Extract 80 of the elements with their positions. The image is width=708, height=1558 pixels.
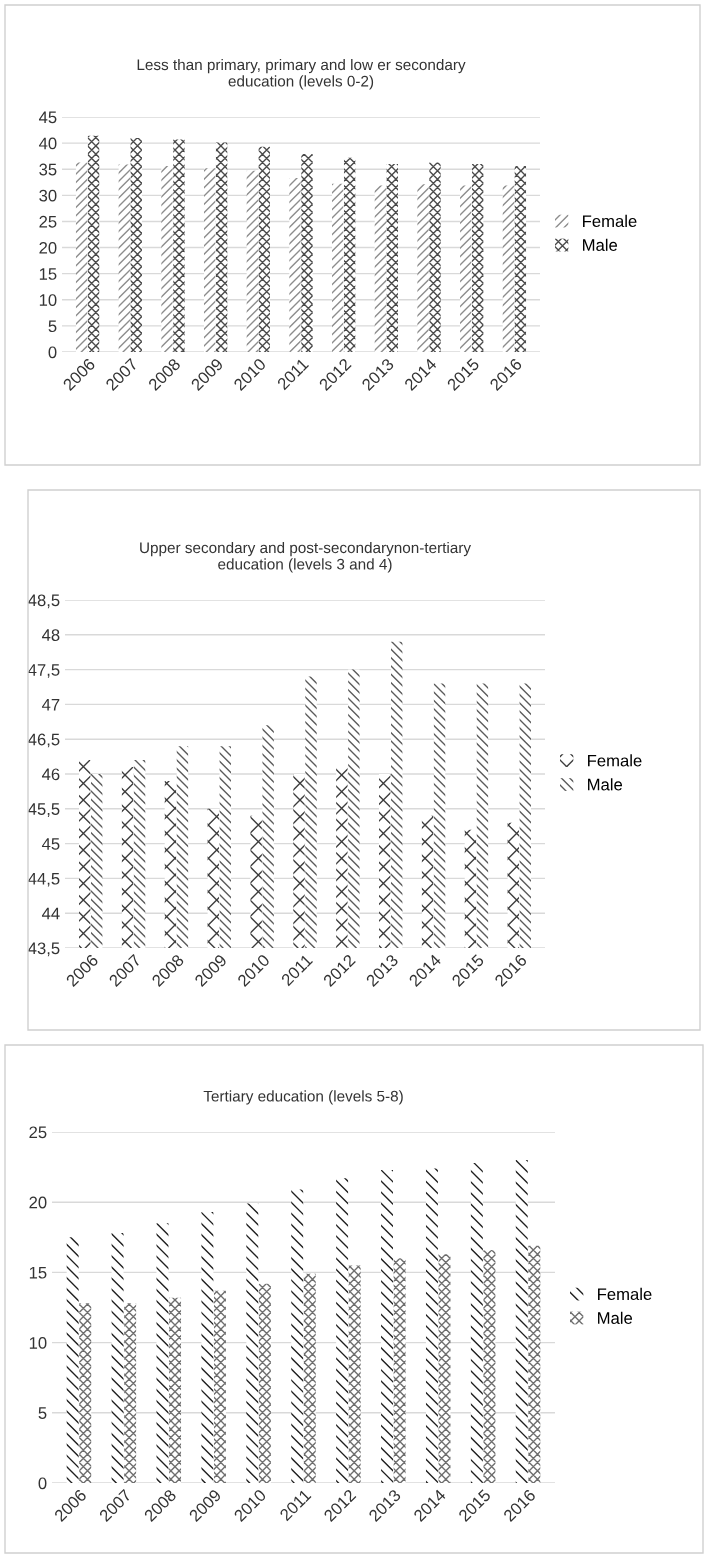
bar xyxy=(332,183,344,352)
y-tick-label: 48 xyxy=(41,629,60,641)
legend-label: Male xyxy=(598,1311,633,1324)
bar xyxy=(514,166,527,352)
bar xyxy=(429,162,441,352)
bar xyxy=(348,1265,361,1483)
bar xyxy=(470,1162,483,1483)
bar xyxy=(303,1273,316,1483)
legend-label: Female xyxy=(583,214,637,228)
bar xyxy=(386,164,399,352)
y-tick-label: 15 xyxy=(39,268,57,280)
bar xyxy=(66,1237,79,1483)
y-tick-label: 20 xyxy=(39,241,57,254)
y-tick-label: 48,5 xyxy=(28,594,60,609)
y-tick-label: 44,5 xyxy=(28,872,60,887)
bar xyxy=(483,1249,496,1483)
bar xyxy=(203,168,216,352)
chart-title: Less than primary, primary and low er secondary education (levels 0-2) xyxy=(137,58,466,90)
y-tick-label: 46,5 xyxy=(28,733,60,748)
bar xyxy=(393,1258,406,1483)
bar xyxy=(381,1169,394,1483)
bar xyxy=(502,185,515,352)
bar xyxy=(246,1203,259,1483)
bar xyxy=(343,157,356,352)
bar xyxy=(75,162,88,352)
bar xyxy=(528,1245,541,1483)
y-tick-label: 25 xyxy=(39,215,57,228)
bar xyxy=(173,139,185,352)
chart-title: Upper secondary and post-secondarynon-tertiary education (levels 3 and 4) xyxy=(140,541,472,573)
bar xyxy=(118,164,130,352)
legend-label: Female xyxy=(598,1287,652,1301)
bar xyxy=(417,184,429,352)
y-tick-label: 47 xyxy=(41,698,60,711)
y-tick-label: 30 xyxy=(39,189,57,202)
y-tick-label: 20 xyxy=(29,1196,47,1209)
bar xyxy=(87,135,100,352)
legend-label: Female xyxy=(588,754,642,767)
bar xyxy=(515,1160,528,1483)
bar xyxy=(169,1297,182,1483)
bar xyxy=(291,1189,304,1483)
y-tick-label: 25 xyxy=(29,1126,47,1139)
y-tick-label: 15 xyxy=(29,1266,47,1279)
y-tick-label: 45,5 xyxy=(28,803,60,817)
bar xyxy=(425,1168,438,1483)
y-tick-label: 5 xyxy=(38,1407,47,1419)
bar xyxy=(246,170,259,352)
bar xyxy=(472,164,484,352)
bar xyxy=(124,1303,137,1483)
bar xyxy=(111,1233,124,1483)
y-tick-label: 10 xyxy=(39,294,57,306)
bar xyxy=(156,1223,169,1483)
y-tick-label: 5 xyxy=(48,320,57,333)
y-tick-label: 44 xyxy=(41,907,60,920)
bar xyxy=(258,1283,271,1483)
bar xyxy=(213,1290,226,1483)
legend-label: Male xyxy=(583,238,618,251)
y-tick-label: 0 xyxy=(38,1477,47,1490)
y-tick-label: 35 xyxy=(39,163,57,176)
y-tick-label: 40 xyxy=(38,137,57,150)
bar xyxy=(460,185,472,352)
y-tick-label: 43,5 xyxy=(28,942,60,957)
bar xyxy=(130,137,142,352)
bar xyxy=(289,178,301,352)
y-tick-label: 45 xyxy=(41,838,60,850)
chart-title: Tertiary education (levels 5-8) xyxy=(203,1090,403,1105)
bar xyxy=(201,1212,214,1483)
bar xyxy=(79,1303,92,1483)
y-tick-label: 46 xyxy=(41,768,60,781)
bar xyxy=(336,1178,349,1483)
legend-label: Male xyxy=(588,778,623,791)
y-tick-label: 0 xyxy=(48,346,57,359)
bar xyxy=(215,142,228,352)
y-tick-label: 45 xyxy=(38,111,57,124)
y-tick-label: 10 xyxy=(29,1337,47,1349)
bar xyxy=(258,146,270,352)
bar xyxy=(438,1254,451,1483)
bar xyxy=(301,154,313,352)
bar xyxy=(161,166,173,352)
y-tick-label: 47,5 xyxy=(28,664,60,678)
bar xyxy=(374,185,387,352)
